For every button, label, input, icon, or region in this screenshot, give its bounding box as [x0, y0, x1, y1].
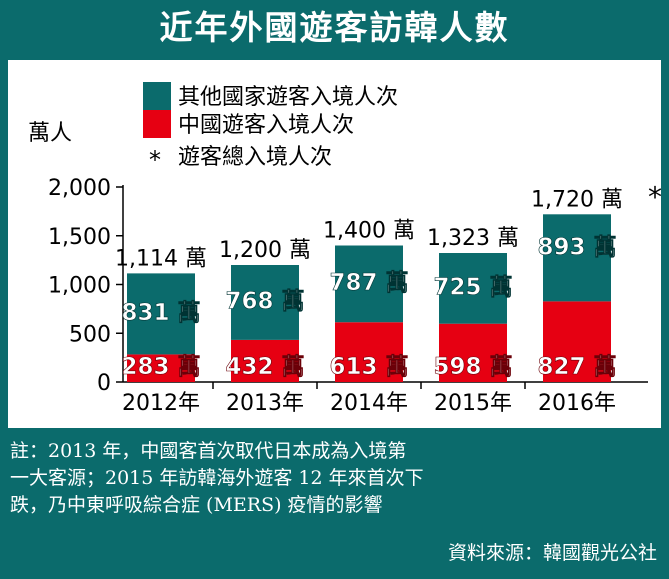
- data-label-china: 827 萬: [537, 354, 616, 380]
- data-label-other: 787 萬: [329, 270, 408, 296]
- bar-other: [543, 214, 611, 302]
- data-label-china: 613 萬: [329, 354, 408, 380]
- data-label-other: 768 萬: [225, 288, 304, 314]
- y-tick-label: 1,500: [48, 225, 111, 250]
- x-tick-label: 2014年: [330, 391, 408, 416]
- legend-label-other: 其他國家遊客入境人次: [178, 85, 398, 110]
- y-tick-label: 1,000: [48, 274, 111, 299]
- bar-chart: 其他國家遊客入境人次 中國遊客入境人次 * 遊客總入境人次 萬人 0 500 1,0…: [28, 82, 661, 416]
- data-label-other: 893 萬: [537, 234, 616, 260]
- legend-swatch-china: [143, 110, 171, 138]
- total-marker: *: [648, 180, 661, 213]
- footnote-line-3: 跌，乃中東呼吸綜合症 (MERS) 疫情的影響: [10, 494, 383, 516]
- x-tick-label: 2016年: [538, 391, 616, 416]
- data-label-total: 1,400 萬: [323, 219, 415, 244]
- data-label-other: 831 萬: [121, 300, 200, 326]
- data-label-total: 1,720 萬: [531, 187, 623, 212]
- x-tick-label: 2015年: [434, 391, 512, 416]
- footnote-line-2: 一大客源；2015 年訪韓海外遊客 12 年來首次下: [10, 467, 424, 489]
- x-tick-label: 2013年: [226, 391, 304, 416]
- bar-china: [543, 301, 611, 382]
- bar-china: [335, 322, 403, 382]
- y-tick-label: 500: [69, 322, 111, 347]
- bar-other: [231, 265, 299, 340]
- footnote: 註：2013 年，中國客首次取代日本成為入境第 一大客源；2015 年訪韓海外遊…: [10, 438, 659, 519]
- data-label-china: 283 萬: [121, 354, 200, 380]
- data-label-other: 725 萬: [433, 274, 512, 300]
- y-tick-label: 0: [97, 371, 111, 396]
- chart-panel: 其他國家遊客入境人次 中國遊客入境人次 * 遊客總入境人次 萬人 0 500 1,0…: [8, 60, 661, 428]
- legend-swatch-other: [143, 82, 171, 110]
- bar-china: [439, 323, 507, 382]
- footnote-line-1: 註：2013 年，中國客首次取代日本成為入境第: [10, 440, 407, 462]
- data-label-total: 1,323 萬: [427, 226, 519, 251]
- data-source: 資料來源：韓國觀光公社: [447, 542, 657, 564]
- data-label-china: 598 萬: [433, 354, 512, 380]
- x-tick-label: 2012年: [122, 391, 200, 416]
- legend-label-total: 遊客總入境人次: [178, 145, 332, 170]
- bar-other: [439, 253, 507, 324]
- bar-china: [231, 339, 299, 382]
- bar-other: [127, 273, 195, 355]
- y-tick-label: 2,000: [48, 176, 111, 201]
- data-label-total: 1,200 萬: [219, 238, 311, 263]
- chart-title: 近年外國遊客訪韓人數: [159, 8, 510, 47]
- data-label-china: 432 萬: [225, 354, 304, 380]
- y-axis-label: 萬人: [28, 121, 72, 146]
- data-label-total: 1,114 萬: [115, 246, 207, 271]
- legend-label-china: 中國遊客入境人次: [178, 113, 354, 138]
- bar-china: [127, 354, 195, 382]
- legend-total-marker: *: [149, 146, 161, 174]
- bar-other: [335, 245, 403, 323]
